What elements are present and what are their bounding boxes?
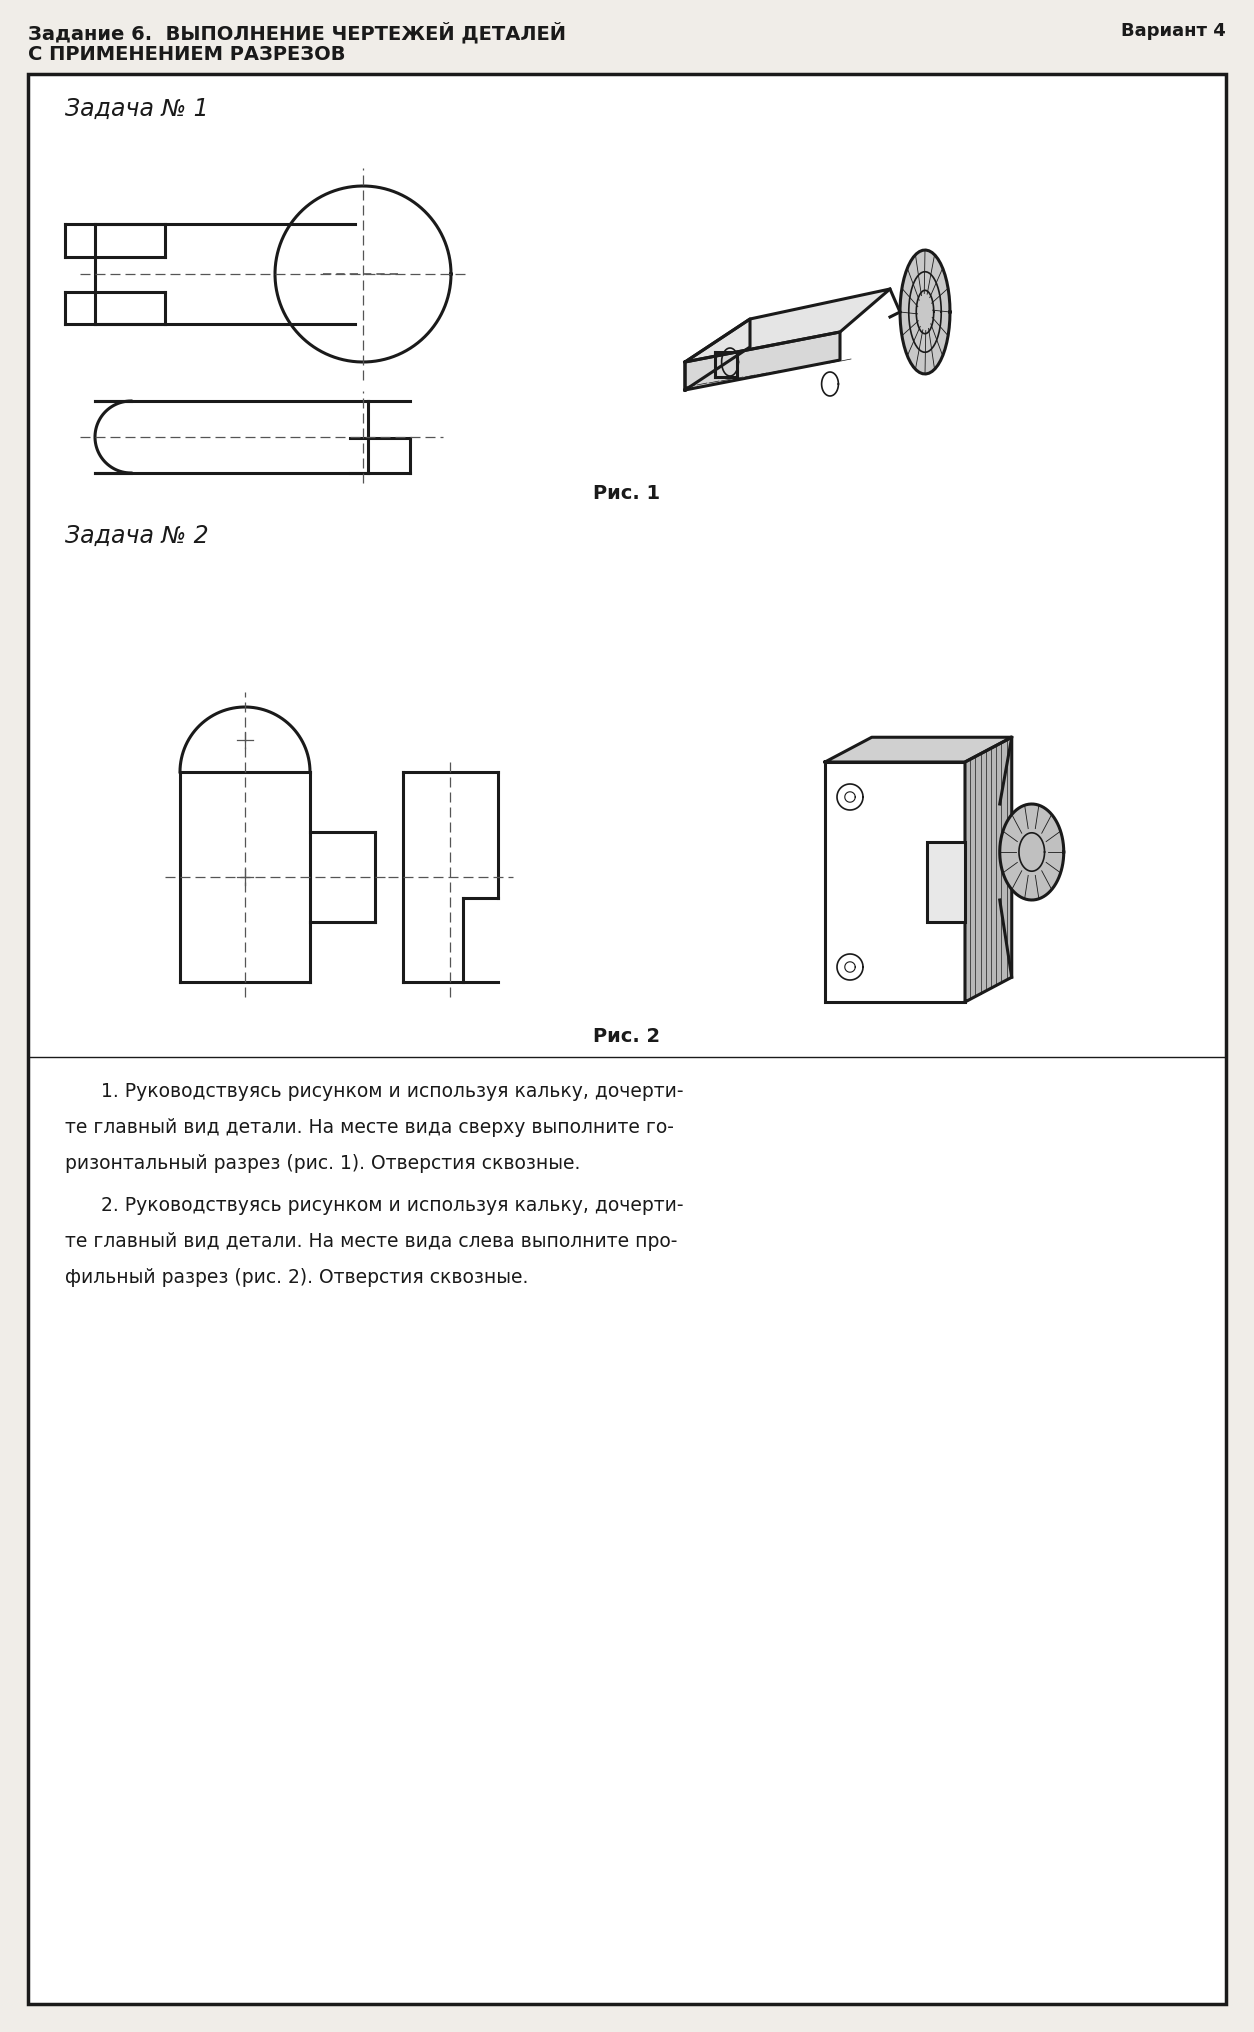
Text: Задача № 1: Задача № 1 xyxy=(65,98,208,122)
Text: Рис. 2: Рис. 2 xyxy=(593,1026,661,1046)
Text: ризонтальный разрез (рис. 1). Отверстия сквозные.: ризонтальный разрез (рис. 1). Отверстия … xyxy=(65,1154,581,1172)
Polygon shape xyxy=(966,738,1012,1002)
Text: те главный вид детали. На месте вида слева выполните про-: те главный вид детали. На месте вида сле… xyxy=(65,1231,677,1252)
Polygon shape xyxy=(685,289,890,362)
Bar xyxy=(825,762,966,1002)
Text: 2. Руководствуясь рисунком и используя кальку, дочерти-: 2. Руководствуясь рисунком и используя к… xyxy=(65,1197,683,1215)
Text: фильный разрез (рис. 2). Отверстия сквозные.: фильный разрез (рис. 2). Отверстия сквоз… xyxy=(65,1268,528,1286)
Text: Рис. 1: Рис. 1 xyxy=(593,484,661,504)
Text: 1. Руководствуясь рисунком и используя кальку, дочерти-: 1. Руководствуясь рисунком и используя к… xyxy=(65,1081,683,1101)
Bar xyxy=(927,841,966,923)
Polygon shape xyxy=(685,331,840,390)
Text: те главный вид детали. На месте вида сверху выполните го-: те главный вид детали. На месте вида све… xyxy=(65,1118,673,1138)
Text: С ПРИМЕНЕНИЕМ РАЗРЕЗОВ: С ПРИМЕНЕНИЕМ РАЗРЕЗОВ xyxy=(28,45,346,63)
Text: Вариант 4: Вариант 4 xyxy=(1121,22,1226,41)
Polygon shape xyxy=(825,738,1012,762)
Text: Задача № 2: Задача № 2 xyxy=(65,524,208,549)
Polygon shape xyxy=(999,805,1063,900)
Text: Задание 6.  ВЫПОЛНЕНИЕ ЧЕРТЕЖЕЙ ДЕТАЛЕЙ: Задание 6. ВЫПОЛНЕНИЕ ЧЕРТЕЖЕЙ ДЕТАЛЕЙ xyxy=(28,22,566,43)
Polygon shape xyxy=(900,250,951,374)
